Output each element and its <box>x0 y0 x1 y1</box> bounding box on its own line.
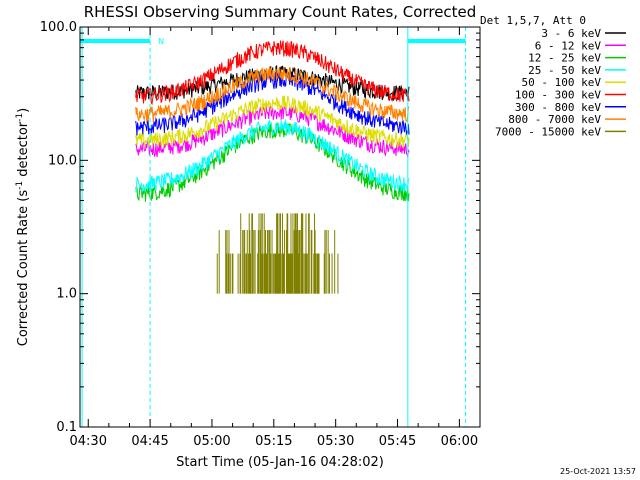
plot-frame <box>79 26 481 428</box>
x-tick-label: 05:45 <box>379 434 416 449</box>
footer-timestamp: 25-Oct-2021 13:57 <box>560 467 636 476</box>
y-axis-label: Corrected Count Rate (s-1 detector-1) <box>15 108 31 346</box>
x-axis-ticks: 04:30 04:45 05:00 05:15 05:30 05:45 06:00 <box>70 27 481 449</box>
y-tick-label: 10.0 <box>48 153 77 168</box>
legend-entry-label: 25 - 50 keV <box>528 64 601 77</box>
y-tick-label: 0.1 <box>56 420 77 435</box>
series-25-50kev <box>135 118 410 193</box>
x-tick-label: 05:30 <box>317 434 354 449</box>
legend-entry-label: 12 - 25 keV <box>528 52 601 65</box>
x-tick-label: 04:45 <box>131 434 168 449</box>
chart-title: RHESSI Observing Summary Count Rates, Co… <box>84 3 477 21</box>
series-100-300kev <box>135 40 410 106</box>
legend-entry-label: 7000 - 15000 keV <box>495 125 601 138</box>
legend-entry-label: 100 - 300 keV <box>515 89 601 102</box>
y-axis-ticks: 100.0 10.0 1.0 0.1 <box>40 20 480 435</box>
plot-area: N 100.0 10.0 1.0 0.1 04:30 04:45 05:00 05:15 05… <box>40 20 481 449</box>
legend-entry-label: 3 - 6 keV <box>541 27 601 40</box>
night-flag-label: N <box>158 37 164 46</box>
series-layer <box>135 40 410 294</box>
night-boundaries <box>81 27 467 427</box>
x-tick-label: 06:00 <box>441 434 478 449</box>
series-line <box>135 40 410 106</box>
x-axis-label: Start Time (05-Jan-16 04:28:02) <box>176 455 384 470</box>
x-tick-label: 05:15 <box>255 434 292 449</box>
series-line <box>135 95 410 149</box>
legend-entry-label: 800 - 7000 keV <box>508 113 601 126</box>
legend-title: Det 1,5,7, Att 0 <box>480 14 586 27</box>
legend-entry-label: 50 - 100 keV <box>522 76 602 89</box>
legend-entry-label: 300 - 800 keV <box>515 101 601 114</box>
series-800-7000kev <box>135 66 410 123</box>
series-line <box>135 66 410 123</box>
series-7000-15000kev <box>216 213 339 294</box>
y-tick-label: 100.0 <box>40 20 77 35</box>
legend-entry-label: 6 - 12 keV <box>535 39 602 52</box>
series-50-100kev <box>135 95 410 149</box>
series-line <box>135 118 410 193</box>
saa-bands: N <box>80 37 466 46</box>
x-tick-label: 04:30 <box>70 434 107 449</box>
y-tick-label: 1.0 <box>56 287 77 302</box>
x-tick-label: 05:00 <box>193 434 230 449</box>
